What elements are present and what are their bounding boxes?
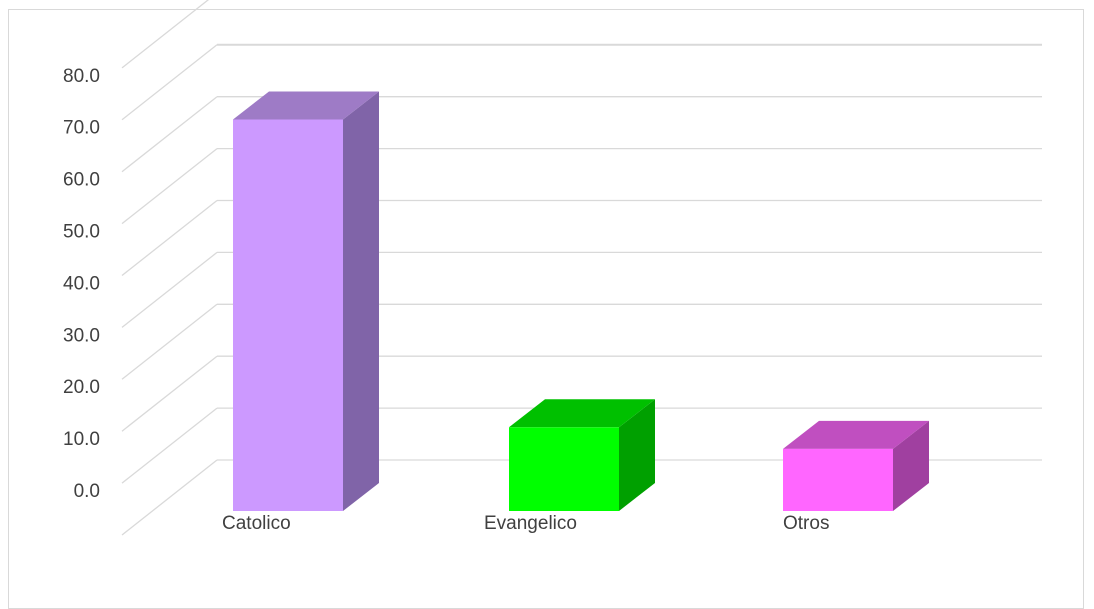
y-tick-label: 40.0 [63, 273, 100, 294]
gridline-diagonal [121, 303, 218, 380]
bar-top-face [509, 399, 655, 428]
gridline-diagonal [121, 148, 218, 225]
y-tick-label: 70.0 [63, 118, 100, 139]
bar-catolico [233, 91, 379, 511]
bar-side-face [893, 420, 929, 511]
y-tick-label: 0.0 [74, 481, 100, 502]
bar-top-face [233, 91, 379, 120]
y-tick-label: 80.0 [63, 66, 100, 87]
y-tick-label: 10.0 [63, 429, 100, 450]
gridline-diagonal [121, 199, 218, 277]
x-axis-category-labels: Catolico Evangelico Otros [222, 513, 829, 534]
y-tick-label: 60.0 [63, 170, 100, 191]
bar-side-face [619, 399, 655, 511]
category-label: Otros [783, 513, 829, 534]
gridline-diagonal [121, 355, 218, 432]
gridline-diagonal [121, 44, 218, 121]
bar-front-face [509, 427, 619, 511]
bar-front-face [783, 448, 893, 511]
bar-evangelico [509, 399, 655, 511]
bar-top-face [783, 420, 929, 449]
gridline-diagonal [121, 407, 218, 484]
y-tick-label: 50.0 [63, 222, 100, 243]
bars [233, 91, 929, 511]
category-label: Evangelico [484, 513, 577, 534]
bar-otros [783, 420, 929, 511]
y-axis-tick-labels: 0.0 10.0 20.0 30.0 40.0 50.0 60.0 70.0 80.0 [63, 66, 100, 502]
gridline-diagonal [121, 96, 218, 173]
y-tick-label: 30.0 [63, 325, 100, 346]
gridline-diagonal [121, 459, 218, 536]
category-label: Catolico [222, 513, 291, 534]
y-tick-label: 20.0 [63, 377, 100, 398]
gridline-diagonal [121, 251, 218, 328]
gridline-diagonal [121, 0, 210, 69]
bar-chart: 0.0 10.0 20.0 30.0 40.0 50.0 60.0 70.0 80.0 Cato… [63, 0, 1042, 536]
bar-side-face [343, 91, 379, 511]
bar-front-face [233, 119, 343, 511]
